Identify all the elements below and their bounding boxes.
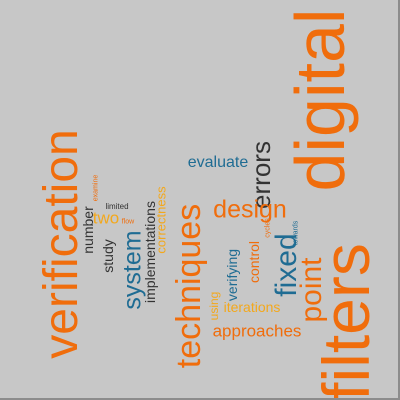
word-limited: limited bbox=[105, 202, 129, 211]
word-examine: examine bbox=[92, 174, 100, 202]
word-study: study bbox=[100, 239, 116, 273]
word-number: number bbox=[80, 206, 96, 254]
word-digital: digital bbox=[281, 8, 359, 192]
word-two: two bbox=[92, 208, 120, 228]
word-approaches: approaches bbox=[212, 321, 302, 341]
word-correctness: correctness bbox=[153, 186, 169, 254]
word-evaluate: evaluate bbox=[187, 154, 249, 171]
word-using: using bbox=[207, 291, 221, 321]
word-verifying: verifying bbox=[224, 248, 240, 302]
word-techniques: techniques bbox=[170, 203, 208, 369]
word-verification: verification bbox=[35, 129, 88, 359]
word-towards: towards bbox=[292, 220, 300, 246]
word-cycles: cycles bbox=[264, 218, 272, 238]
word-flow: flow bbox=[121, 218, 135, 226]
word-iterations: iterations bbox=[223, 299, 281, 315]
word-control: control bbox=[246, 240, 262, 284]
word-design: design bbox=[213, 195, 287, 224]
